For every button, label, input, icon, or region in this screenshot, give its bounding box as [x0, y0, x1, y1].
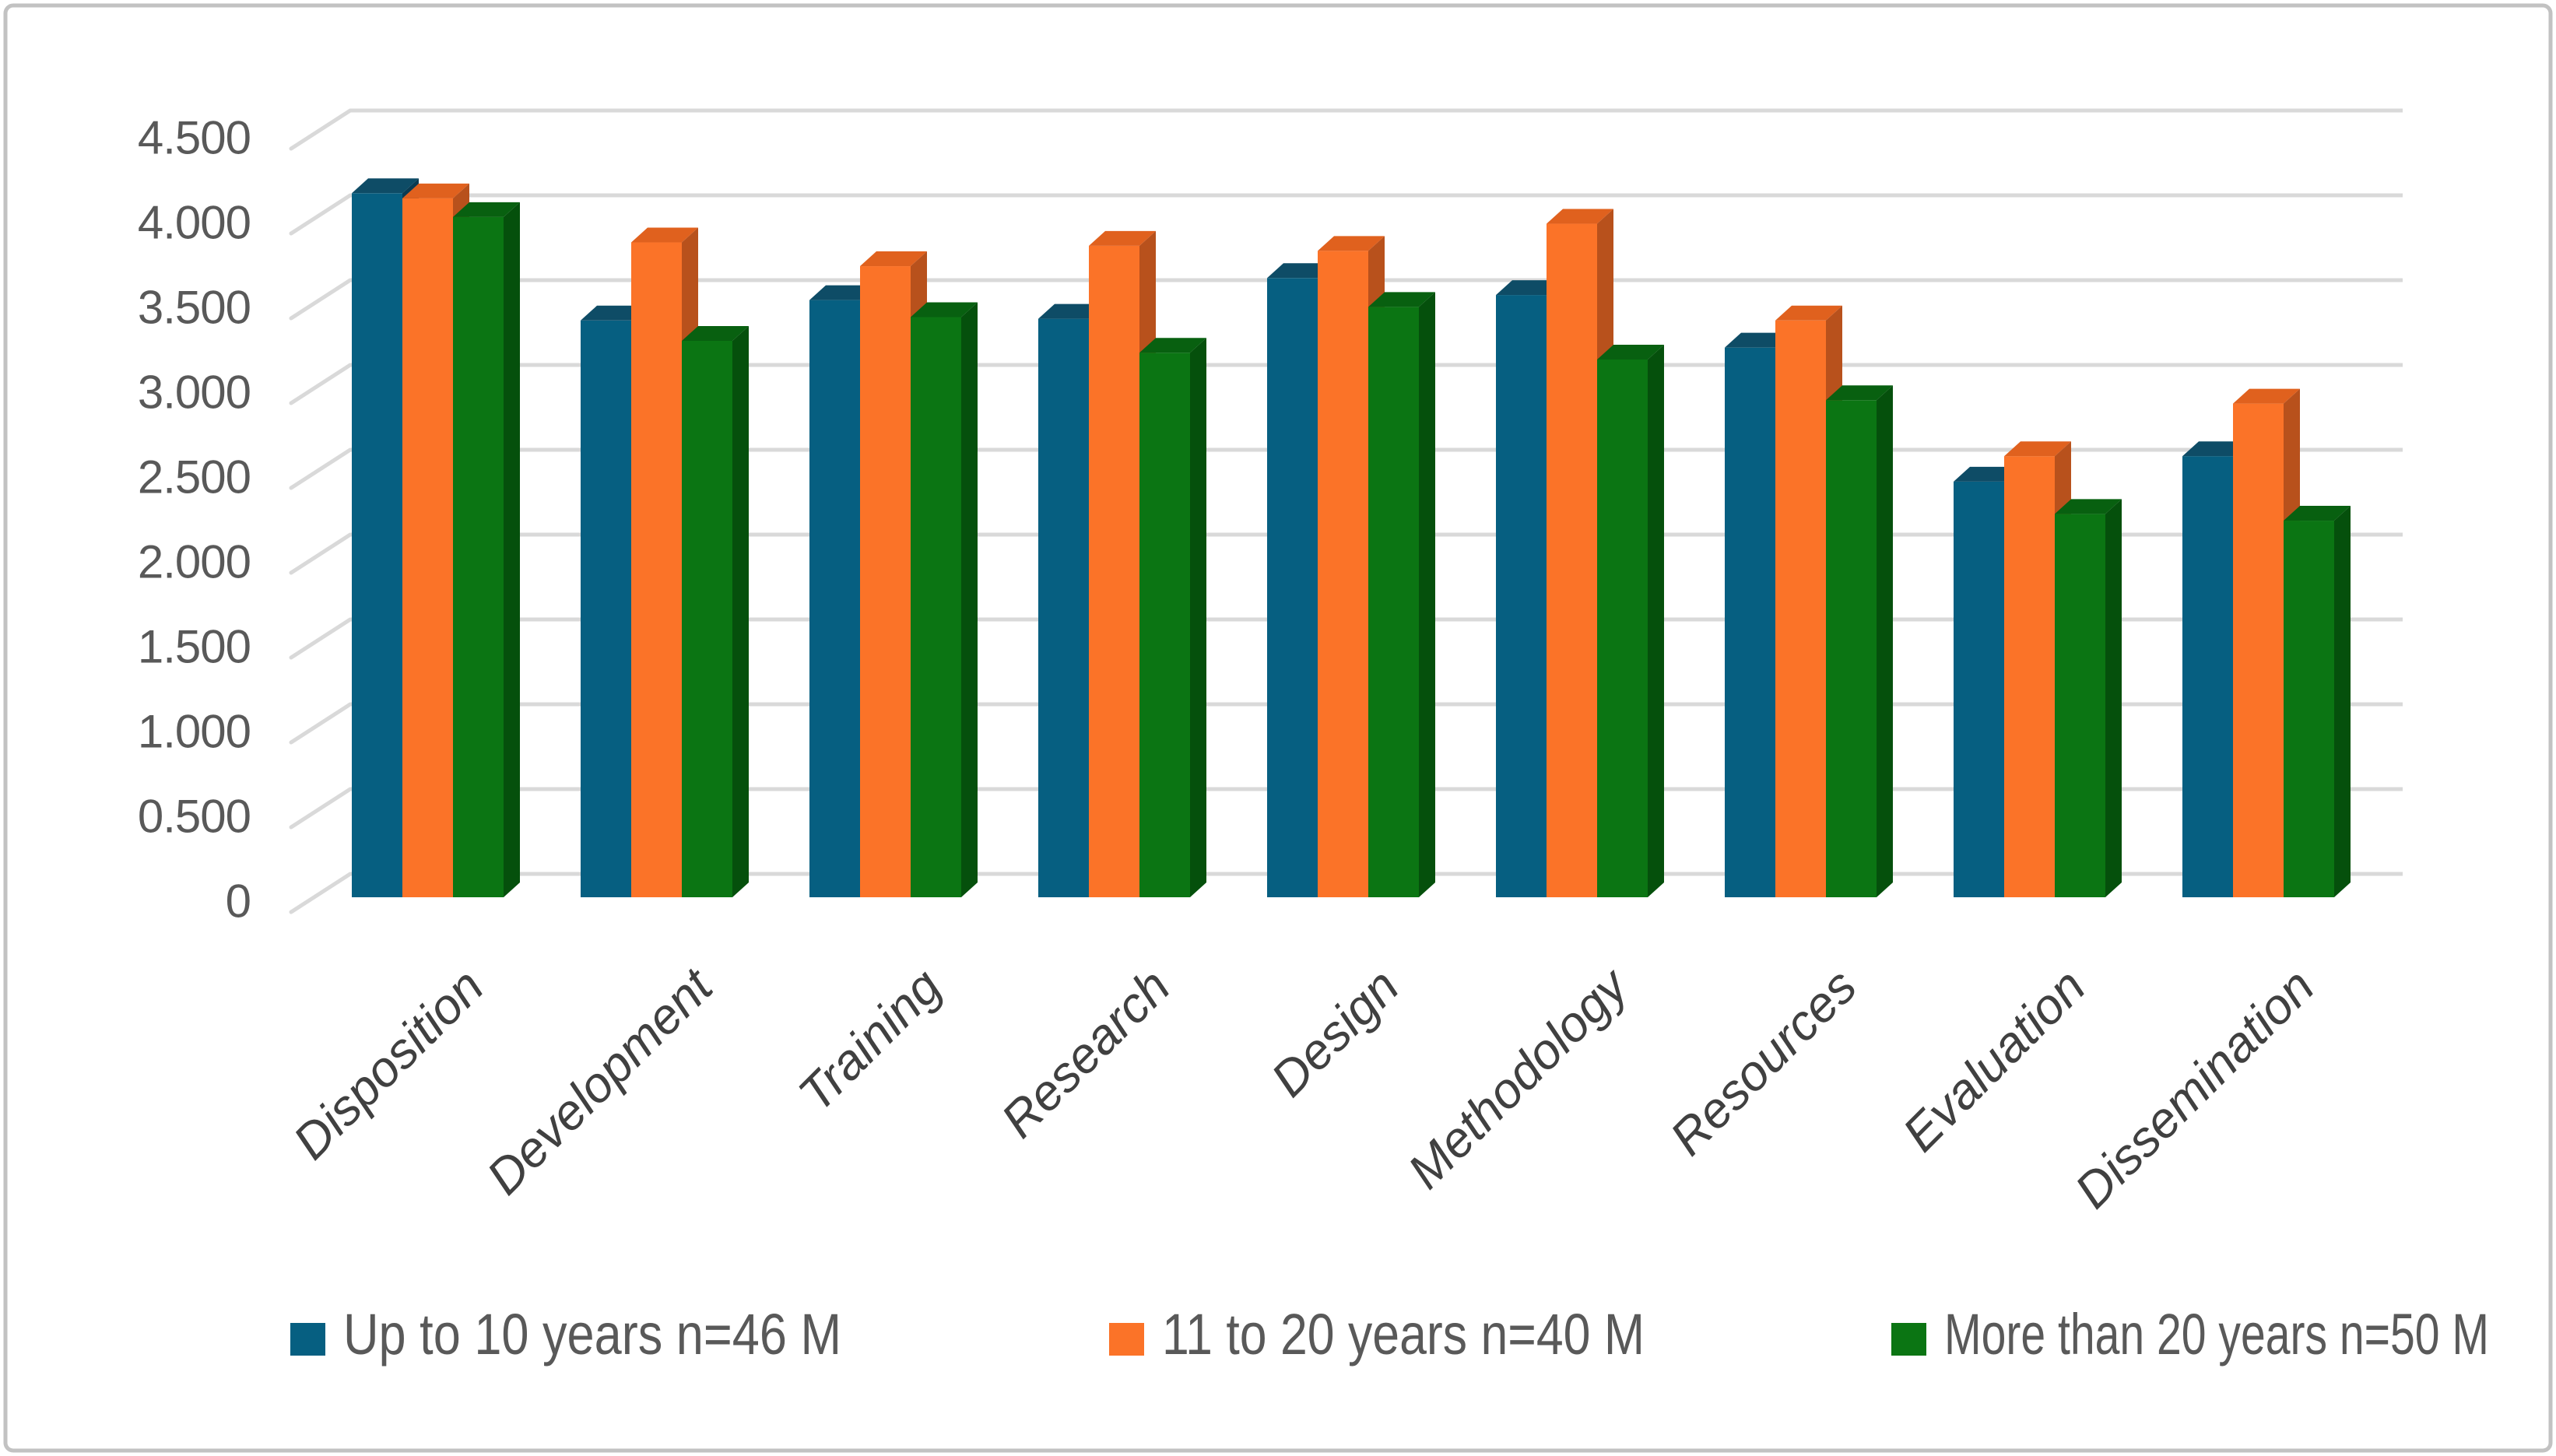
legend-marker-s3	[1891, 1323, 1926, 1356]
bar-top-disposition-s1	[352, 178, 419, 194]
gridline-bevel	[289, 617, 353, 660]
bar-front-resources-s1	[1725, 347, 1775, 897]
bar-front-research-s3	[1139, 353, 1190, 898]
bar-top-dissemination-s3	[2284, 506, 2351, 521]
bar-top-research-s3	[1139, 338, 1206, 353]
gridline-bevel	[289, 787, 353, 830]
gridline-bevel	[289, 108, 353, 151]
bar-front-dissemination-s3	[2284, 521, 2334, 897]
y-axis-tick-label: 0	[226, 875, 251, 928]
bar-top-training-s3	[911, 302, 978, 318]
y-axis-tick-label: 3.000	[138, 367, 251, 419]
y-axis-tick-label: 4.000	[138, 197, 251, 249]
y-axis-tick-label: 4.500	[138, 112, 251, 164]
legend-marker-s2	[1109, 1323, 1144, 1356]
bar-front-evaluation-s3	[2055, 514, 2105, 897]
bar-side-development-s3	[732, 325, 749, 898]
bar-top-resources-s2	[1775, 305, 1842, 321]
bar-front-development-s1	[581, 320, 631, 897]
legend-label-s1: Up to 10 years n=46 M	[343, 1302, 841, 1367]
bar-front-design-s1	[1267, 278, 1318, 897]
gridline-bevel	[289, 532, 353, 575]
bar-front-design-s3	[1368, 307, 1419, 897]
bar-top-disposition-s2	[402, 183, 469, 198]
bar-front-training-s2	[860, 266, 911, 897]
bar-side-research-s3	[1190, 338, 1206, 898]
bar-side-evaluation-s3	[2105, 499, 2122, 897]
bar-top-methodology-s1	[1496, 280, 1563, 296]
gridline-bevel	[289, 363, 353, 405]
bar-front-resources-s3	[1826, 400, 1877, 897]
bar-top-evaluation-s2	[2004, 441, 2071, 457]
bar-top-research-s1	[1038, 303, 1105, 319]
bar-top-design-s2	[1318, 236, 1385, 251]
bar-front-dissemination-s2	[2233, 403, 2284, 897]
bar-front-training-s1	[809, 300, 860, 897]
bar-front-methodology-s1	[1496, 295, 1547, 898]
legend-label-s2: 11 to 20 years n=40 M	[1162, 1302, 1645, 1367]
bar-front-development-s2	[631, 242, 682, 897]
gridline-bevel	[289, 447, 353, 490]
bar-front-methodology-s3	[1597, 359, 1648, 897]
bar-front-evaluation-s2	[2004, 456, 2055, 897]
y-axis-tick-label: 3.500	[138, 282, 251, 334]
bar-front-research-s2	[1089, 245, 1139, 897]
y-axis-tick-label: 2.000	[138, 536, 251, 588]
legend-label-s3: More than 20 years n=50 M	[1944, 1302, 2489, 1367]
bar-top-resources-s1	[1725, 332, 1792, 348]
bar-top-development-s2	[631, 227, 698, 243]
bar-front-evaluation-s1	[1954, 481, 2004, 897]
bar-top-design-s3	[1368, 292, 1435, 307]
bar-front-research-s1	[1038, 318, 1089, 897]
y-axis-tick-label: 2.500	[138, 451, 251, 503]
gridline-bevel	[289, 702, 353, 745]
gridline-bevel	[289, 872, 353, 914]
bar-top-methodology-s2	[1547, 209, 1613, 224]
bar-top-dissemination-s2	[2233, 388, 2300, 404]
bar-front-disposition-s2	[402, 198, 453, 898]
bar-top-disposition-s3	[453, 202, 520, 217]
y-axis-tick-label: 1.000	[138, 706, 251, 758]
bar-top-training-s1	[809, 285, 876, 300]
bar-side-dissemination-s3	[2334, 506, 2351, 897]
bar-front-design-s2	[1318, 251, 1368, 897]
bar-side-resources-s3	[1877, 385, 1893, 897]
gridline-bevel	[289, 193, 353, 236]
bar-top-development-s1	[581, 305, 648, 321]
bar-side-disposition-s3	[504, 202, 520, 897]
bar-top-methodology-s3	[1597, 344, 1664, 360]
bar-side-design-s3	[1419, 292, 1435, 897]
bar-front-disposition-s3	[453, 216, 504, 897]
bar-top-training-s2	[860, 251, 927, 267]
bar-front-dissemination-s1	[2182, 456, 2233, 897]
bar-top-resources-s3	[1826, 385, 1893, 401]
legend-marker-s1	[290, 1323, 325, 1356]
bar-top-evaluation-s3	[2055, 499, 2122, 514]
bar-top-development-s3	[682, 325, 749, 341]
bar-front-resources-s2	[1775, 320, 1826, 897]
bar-front-development-s3	[682, 340, 732, 898]
bar-top-design-s1	[1267, 263, 1334, 279]
bar-side-methodology-s3	[1648, 344, 1664, 897]
y-axis-tick-label: 0.500	[138, 791, 251, 843]
bar-top-evaluation-s1	[1954, 466, 2021, 482]
bar-front-disposition-s1	[352, 193, 402, 898]
bar-top-dissemination-s1	[2182, 441, 2249, 457]
y-axis-tick-label: 1.500	[138, 621, 251, 673]
bar-side-training-s3	[961, 302, 978, 897]
bar-front-training-s3	[911, 317, 961, 897]
bar-front-methodology-s2	[1547, 223, 1597, 897]
bar-top-research-s2	[1089, 230, 1156, 246]
gridline-bevel	[289, 278, 353, 321]
